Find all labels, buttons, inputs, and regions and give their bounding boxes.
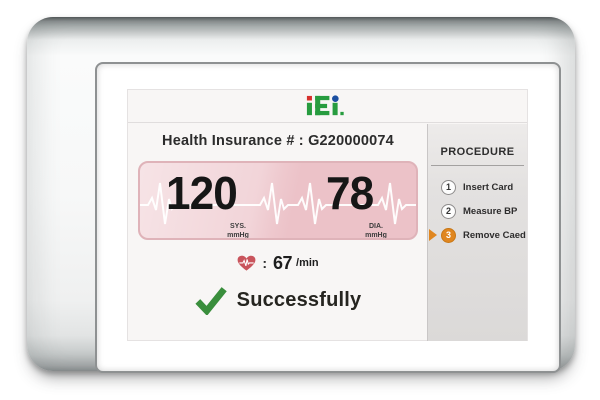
success-check-icon xyxy=(195,286,227,315)
procedure-sidebar: PROCEDURE 1 Insert Card 2 Measure BP xyxy=(427,124,527,341)
panel-pc-bezel: iEi. Health Insurance # : G220000074 120… xyxy=(27,17,575,373)
heart-rate-value: 67 xyxy=(273,252,293,273)
procedure-step-measure-bp: 2 Measure BP xyxy=(428,199,527,223)
active-step-arrow-icon xyxy=(429,229,437,241)
ecg-waveform-icon xyxy=(140,182,416,225)
procedure-steps: 1 Insert Card 2 Measure BP 3 Remove Caed xyxy=(428,175,527,247)
heart-rate-separator: : xyxy=(262,255,267,271)
diastolic-unit-label: DIA. mmHg xyxy=(356,223,396,239)
result-pane: Health Insurance # : G220000074 120 78 S… xyxy=(128,124,428,341)
panel-gloss xyxy=(140,163,416,238)
diastolic-value: 78 xyxy=(326,167,374,219)
procedure-step-remove-card: 3 Remove Caed xyxy=(428,223,527,247)
heart-rate-unit: /min xyxy=(296,257,319,269)
app-window: iEi. Health Insurance # : G220000074 120… xyxy=(127,89,528,341)
systolic-label: SYS. xyxy=(230,223,246,230)
diastolic-label: DIA. xyxy=(369,223,383,230)
logo-bar: iEi. xyxy=(128,90,527,123)
procedure-divider xyxy=(431,165,524,166)
touch-screen: iEi. Health Insurance # : G220000074 120… xyxy=(95,62,561,373)
systolic-unit-label: SYS. mmHg xyxy=(218,223,258,239)
status-row: Successfully xyxy=(128,282,428,318)
heart-rate-row: : 67 /min xyxy=(128,252,428,274)
heart-rate-icon xyxy=(237,255,256,271)
step-number-badge: 2 xyxy=(441,203,456,219)
step-label: Measure BP xyxy=(463,205,518,217)
status-message: Successfully xyxy=(236,288,362,311)
step-number-badge: 1 xyxy=(441,179,456,195)
bp-display-panel: 120 78 SYS. mmHg DIA. mmHg xyxy=(138,161,418,240)
step-label: Remove Caed xyxy=(463,229,526,241)
step-label: Insert Card xyxy=(463,181,514,193)
diastolic-unit: mmHg xyxy=(365,231,387,239)
systolic-unit: mmHg xyxy=(227,231,249,239)
insurance-number-title: Health Insurance # : G220000074 xyxy=(162,133,394,149)
procedure-title: PROCEDURE xyxy=(440,146,515,158)
systolic-value: 120 xyxy=(166,167,238,219)
iei-logo-icon xyxy=(306,95,344,116)
procedure-step-insert-card: 1 Insert Card xyxy=(428,175,527,199)
step-number-badge: 3 xyxy=(441,227,456,243)
